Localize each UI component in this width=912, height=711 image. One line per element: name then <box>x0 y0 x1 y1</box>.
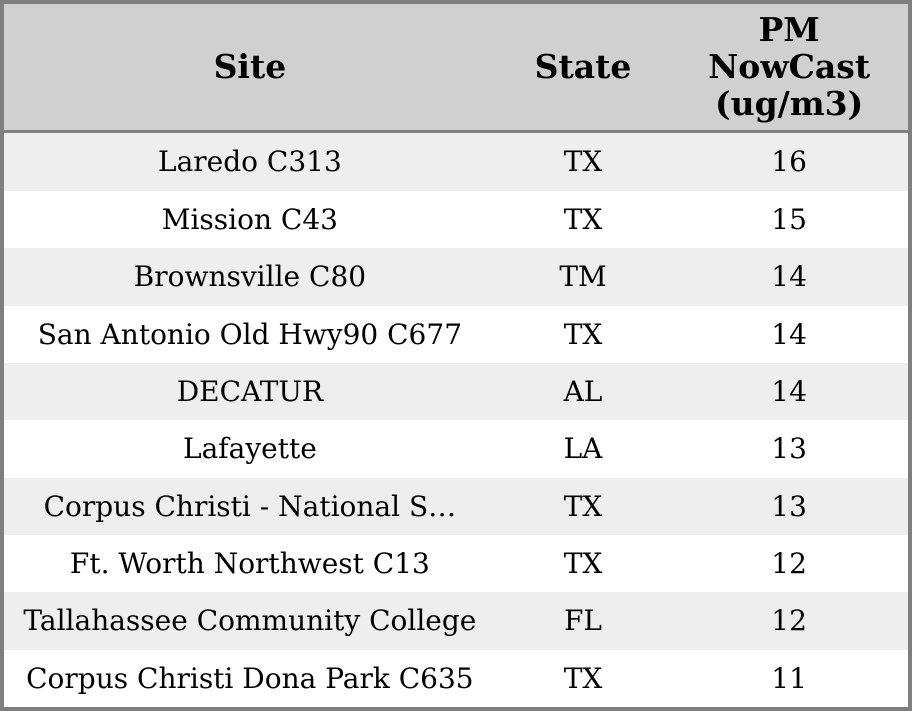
header-row: Site State PM NowCast (ug/m3) <box>4 4 908 133</box>
column-header-site: Site <box>4 4 496 133</box>
cell-state: TX <box>563 489 603 523</box>
cell-state: TX <box>563 547 603 581</box>
cell-site: Lafayette <box>182 432 317 466</box>
cell-pm-nowcast: 12 <box>771 604 807 638</box>
table-row: Corpus Christi - National S… TX 13 <box>4 477 908 535</box>
table-row: DECATUR AL 14 <box>4 362 908 421</box>
table-row: San Antonio Old Hwy90 C677 TX 14 <box>4 305 908 363</box>
cell-state: TX <box>563 203 603 237</box>
cell-pm-nowcast: 13 <box>771 489 807 523</box>
cell-site: Corpus Christi - National S… <box>43 489 457 523</box>
cell-site: Laredo C313 <box>157 145 342 179</box>
table-body: Laredo C313 TX 16 Mission C43 TX 15 Brownsvill… <box>4 131 908 707</box>
cell-site: Ft. Worth Northwest C13 <box>69 547 430 581</box>
cell-state: TX <box>563 661 603 695</box>
column-header-pm-nowcast: PM NowCast (ug/m3) <box>670 4 908 133</box>
table-row: Tallahassee Community College FL 12 <box>4 592 908 650</box>
cell-pm-nowcast: 12 <box>771 547 807 581</box>
column-header-state: State <box>495 4 671 133</box>
cell-state: TX <box>563 317 603 351</box>
data-table: Site State PM NowCast (ug/m3) Laredo C31… <box>4 4 908 707</box>
cell-site: DECATUR <box>176 375 324 409</box>
cell-site: Mission C43 <box>161 203 338 237</box>
table-row: Corpus Christi Dona Park C635 TX 11 <box>4 649 908 707</box>
cell-state: TM <box>559 260 607 294</box>
cell-pm-nowcast: 16 <box>771 145 807 179</box>
cell-state: AL <box>563 375 603 409</box>
cell-state: TX <box>563 145 603 179</box>
table-row: Laredo C313 TX 16 <box>4 131 908 191</box>
table-row: Ft. Worth Northwest C13 TX 12 <box>4 534 908 593</box>
cell-pm-nowcast: 15 <box>771 203 807 237</box>
cell-site: San Antonio Old Hwy90 C677 <box>37 317 463 351</box>
cell-pm-nowcast: 11 <box>771 661 807 695</box>
cell-pm-nowcast: 14 <box>771 260 807 294</box>
cell-state: FL <box>563 604 603 638</box>
table-row: Brownsville C80 TM 14 <box>4 248 908 306</box>
cell-site: Corpus Christi Dona Park C635 <box>26 661 474 695</box>
table-header: Site State PM NowCast (ug/m3) <box>4 4 908 133</box>
cell-pm-nowcast: 14 <box>771 375 807 409</box>
cell-pm-nowcast: 13 <box>771 432 807 466</box>
table-row: Mission C43 TX 15 <box>4 190 908 249</box>
cell-site: Brownsville C80 <box>133 260 367 294</box>
cell-state: LA <box>563 432 603 466</box>
cell-site: Tallahassee Community College <box>23 604 477 638</box>
table-row: Lafayette LA 13 <box>4 420 908 478</box>
cell-pm-nowcast: 14 <box>771 317 807 351</box>
